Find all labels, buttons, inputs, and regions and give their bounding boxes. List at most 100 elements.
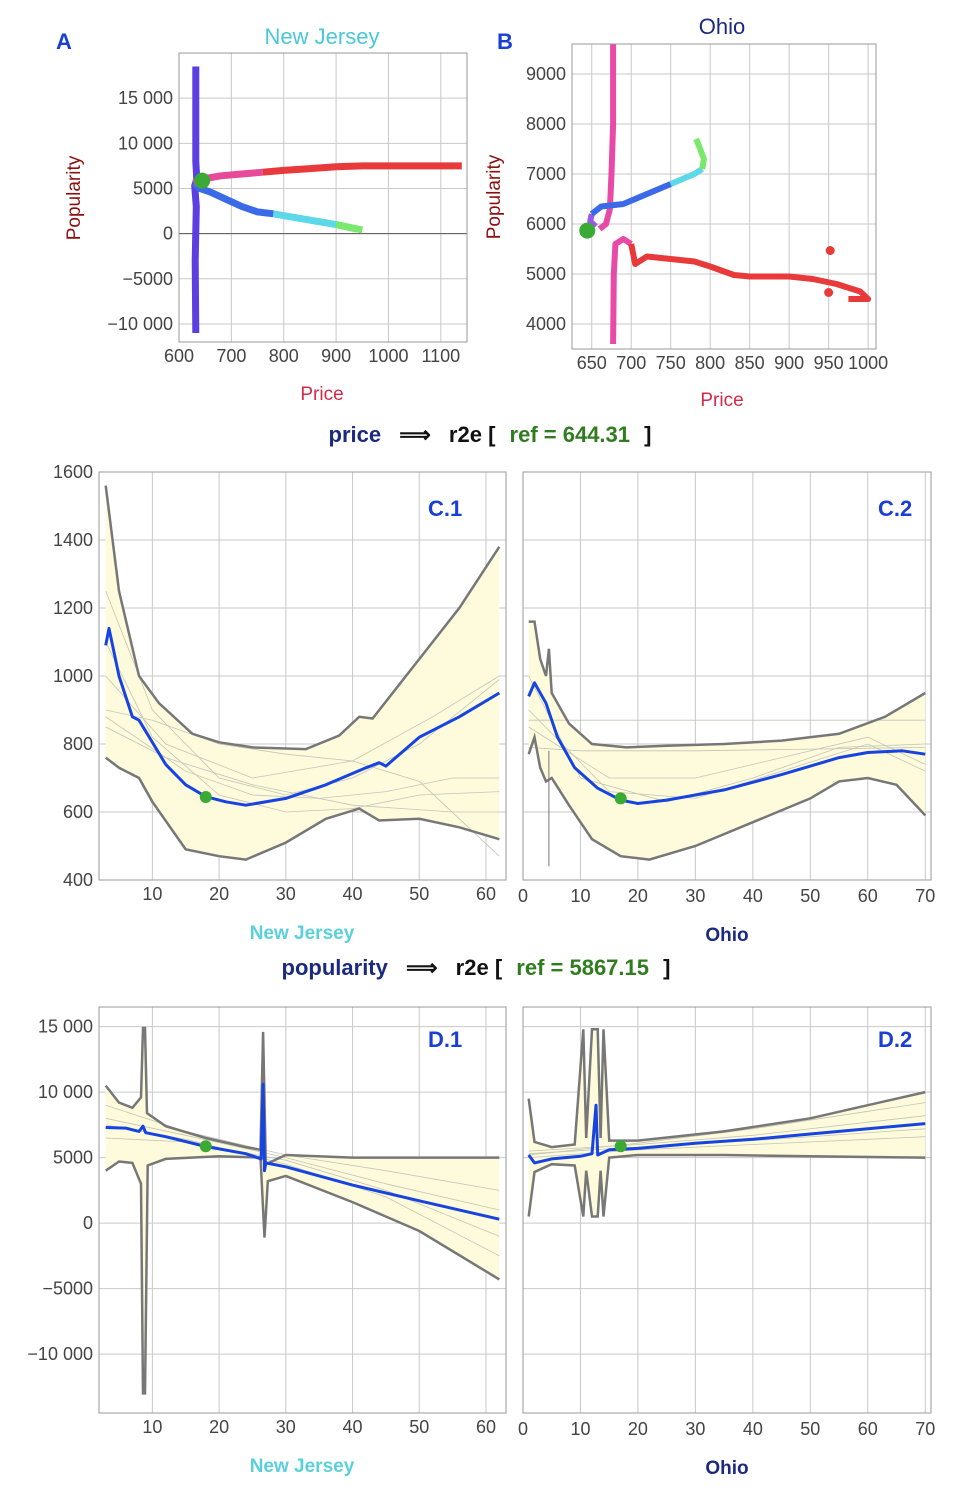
plot-marks-d1 — [104, 1026, 500, 1395]
plot-frame — [522, 1006, 932, 1414]
equation-popularity-ref: ref = 5867.15 — [516, 955, 649, 980]
x-tick-label: 20 — [209, 884, 229, 904]
x-tick-label: 600 — [164, 346, 194, 366]
panel-letter-b: B — [497, 29, 513, 54]
x-tick-label: 10 — [570, 1419, 590, 1439]
x-tick-label: 800 — [695, 353, 725, 373]
trajectory-segment-1 — [191, 180, 274, 218]
y-tick-label: 1400 — [53, 530, 93, 550]
plot-a: 600 700 800 900 1000 1100 −10 000 −5000 0 5000 10 … — [107, 52, 468, 366]
y-tick-label: 4000 — [526, 314, 566, 334]
x-tick-label: 650 — [577, 353, 607, 373]
equation-price: price ⟹ r2e [ ref = 644.31 ] — [329, 422, 652, 447]
x-tick-label: 40 — [743, 1419, 763, 1439]
trajectory-segment-6 — [628, 243, 872, 302]
plot-frame — [98, 471, 507, 881]
x-tick-label: 50 — [409, 1417, 429, 1437]
y-tick-label: 6000 — [526, 214, 566, 234]
median-curve — [104, 626, 501, 807]
y-tick-label: 600 — [63, 802, 93, 822]
x-tick-label: 10 — [142, 884, 162, 904]
x-tick-label: 900 — [774, 353, 804, 373]
x-tick-label: 700 — [216, 346, 246, 366]
y-tick-label: 8000 — [526, 114, 566, 134]
y-tick-label: 5000 — [53, 1148, 93, 1168]
plot-marks-c2 — [527, 620, 927, 867]
x-tick-label: 50 — [800, 886, 820, 906]
plot-d1: 10 20 30 40 50 60 −10 000 −5000 0 5000 10 000 15 00… — [27, 1006, 507, 1437]
panel-letter-d2: D.2 — [878, 1027, 912, 1052]
sample-curve — [528, 1102, 926, 1156]
sample-curve — [528, 1115, 926, 1152]
median-curve — [105, 1082, 500, 1221]
upper-envelope — [528, 620, 926, 749]
x-tick-label: 10 — [142, 1417, 162, 1437]
y-tick-label: 15 000 — [118, 88, 173, 108]
sample-curve — [105, 1137, 500, 1237]
panel-a-title: New Jersey — [265, 24, 380, 49]
x-tick-label: 40 — [343, 884, 363, 904]
equation-popularity-rest: r2e [ — [456, 955, 503, 980]
trajectory-segment-4 — [693, 137, 707, 170]
x-tick-label: 750 — [656, 353, 686, 373]
x-tick-label: 10 — [570, 886, 590, 906]
reference-point — [579, 222, 596, 239]
x-tick-label: 60 — [858, 886, 878, 906]
data-point — [825, 246, 835, 255]
plot-marks-c1 — [104, 485, 501, 861]
y-tick-label: −10 000 — [107, 314, 173, 334]
plot-marks-b — [579, 44, 872, 345]
trajectory-segment-2 — [589, 181, 672, 217]
equation-price-close: ] — [644, 422, 651, 447]
x-tick-label: 30 — [276, 884, 296, 904]
plot-frame — [98, 1006, 507, 1414]
plot-c2: 0 10 20 30 40 50 60 70 — [518, 471, 935, 906]
y-tick-label: −10 000 — [27, 1344, 93, 1364]
y-tick-label: 15 000 — [38, 1017, 93, 1037]
y-tick-label: 400 — [63, 870, 93, 890]
upper-envelope — [104, 485, 501, 751]
x-tick-label: 40 — [343, 1417, 363, 1437]
x-tick-label: 40 — [743, 886, 763, 906]
x-tick-label: 700 — [616, 353, 646, 373]
x-tick-label: 1000 — [368, 346, 408, 366]
trajectory-segment-5 — [262, 162, 462, 176]
x-tick-label: 800 — [269, 346, 299, 366]
equation-price-ref: ref = 644.31 — [510, 422, 630, 447]
trajectory-segment-5 — [610, 236, 633, 345]
panel-letter-d1: D.1 — [428, 1027, 462, 1052]
x-tick-label: 60 — [476, 1417, 496, 1437]
x-tick-label: 0 — [518, 886, 528, 906]
data-point — [824, 288, 834, 297]
reference-point — [199, 1140, 212, 1153]
confidence-band — [105, 485, 500, 860]
panel-b-title: Ohio — [699, 14, 745, 39]
x-tick-label: 50 — [409, 884, 429, 904]
x-tick-label: 50 — [800, 1419, 820, 1439]
lower-envelope — [527, 732, 927, 861]
sample-curve — [105, 726, 500, 813]
x-tick-label: 60 — [858, 1419, 878, 1439]
plot-frame — [571, 43, 877, 350]
y-tick-label: 10 000 — [118, 133, 173, 153]
x-tick-label: 1000 — [848, 353, 888, 373]
x-tick-label: 0 — [518, 1419, 528, 1439]
reference-point — [614, 792, 627, 805]
panel-c2-xlabel: Ohio — [705, 925, 748, 946]
panel-c1-xlabel: New Jersey — [250, 923, 355, 944]
x-tick-label: 20 — [628, 1419, 648, 1439]
y-tick-label: 0 — [163, 224, 173, 244]
x-tick-label: 60 — [476, 884, 496, 904]
x-tick-label: 1100 — [421, 346, 460, 366]
x-tick-label: 900 — [321, 346, 351, 366]
y-tick-label: 7000 — [526, 164, 566, 184]
y-tick-label: 9000 — [526, 64, 566, 84]
x-tick-label: 20 — [209, 1417, 229, 1437]
panel-d1-xlabel: New Jersey — [250, 1456, 355, 1477]
median-curve — [527, 681, 926, 805]
x-tick-label: 850 — [735, 353, 765, 373]
y-tick-label: 1200 — [53, 598, 93, 618]
equation-price-arrow: ⟹ — [399, 422, 431, 447]
plot-b: 650 700 750 800 850 900 950 1000 4000 5000 6000 700… — [526, 43, 888, 373]
